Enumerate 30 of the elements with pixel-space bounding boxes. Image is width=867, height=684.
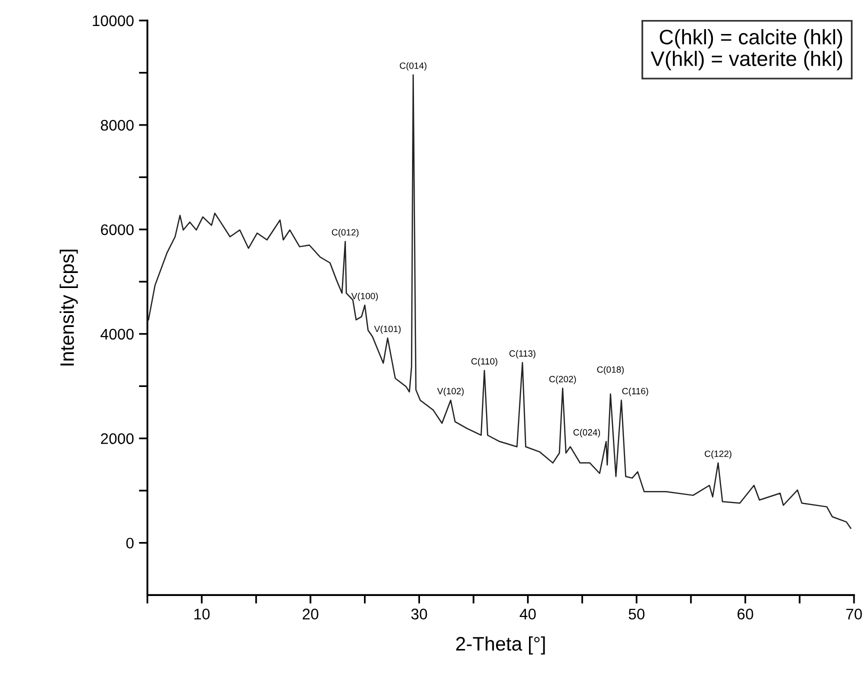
x-tick-label: 20 [302, 608, 318, 620]
annotation: C(hkl) = calcite (hkl) [660, 29, 842, 49]
annotation: V(102) [437, 388, 464, 396]
x-axis-title: 2-Theta [°] [456, 636, 545, 655]
annotation: V(101) [374, 326, 401, 334]
annotation: C(018) [597, 366, 624, 375]
annotation: C(113) [509, 350, 536, 358]
x-tick-label: 70 [846, 608, 862, 620]
annotation: V(100) [351, 292, 378, 302]
y-tick-label: 8000 [100, 120, 134, 131]
annotation: C(122) [704, 450, 732, 459]
y-tick-label: 4000 [100, 328, 134, 340]
x-tick-label: 60 [738, 608, 754, 620]
x-tick-label: 30 [411, 608, 428, 620]
y-axis-title: Intensity [cps] [60, 250, 78, 366]
y-tick-label: 0 [126, 538, 134, 549]
annotation: C(014) [400, 62, 426, 71]
x-tick-label: 10 [194, 608, 210, 620]
annotation: C(012) [332, 228, 358, 238]
annotation: C(024) [573, 428, 600, 438]
annotation: C(116) [622, 388, 648, 396]
annotation: C(110) [471, 358, 498, 366]
line-series [148, 74, 852, 529]
x-tick-label: 50 [628, 608, 644, 620]
annotation: V(hkl) = vaterite (hkl) [650, 50, 842, 70]
y-tick-label: 2000 [100, 433, 134, 444]
y-tick-label: 6000 [100, 224, 134, 236]
annotation: C(202) [549, 376, 576, 384]
y-tick-label: 10000 [92, 15, 134, 26]
x-tick-label: 40 [520, 608, 536, 620]
